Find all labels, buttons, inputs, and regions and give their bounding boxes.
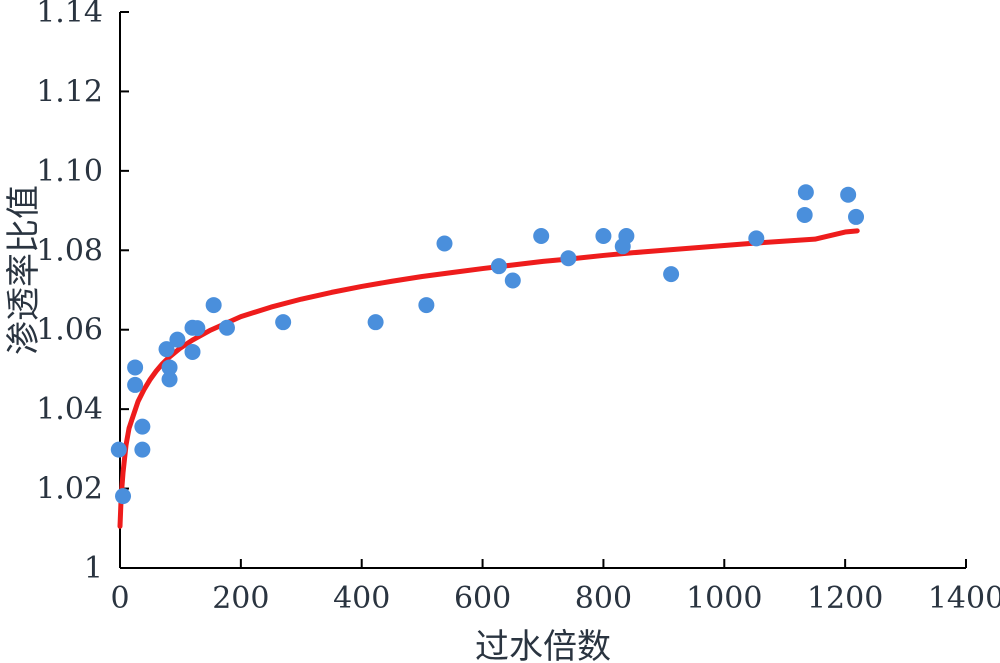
data-point bbox=[797, 184, 814, 201]
data-point bbox=[436, 235, 453, 252]
y-tick-label: 1.08 bbox=[36, 233, 103, 268]
y-ticks: 1 1.02 1.04 1.06 1.08 1.10 1.12 1.14 bbox=[36, 0, 129, 586]
x-tick-label: 1000 bbox=[686, 581, 762, 616]
data-point bbox=[748, 230, 765, 247]
data-point bbox=[840, 186, 857, 203]
data-point bbox=[127, 359, 144, 376]
y-tick-label: 1.10 bbox=[36, 154, 103, 189]
y-tick-label: 1.14 bbox=[36, 0, 103, 30]
x-tick-label: 200 bbox=[212, 581, 269, 616]
data-point bbox=[848, 208, 865, 225]
data-point bbox=[533, 227, 550, 244]
y-tick-label: 1.04 bbox=[36, 392, 103, 427]
data-point bbox=[127, 376, 144, 393]
x-tick-label: 1200 bbox=[807, 581, 883, 616]
x-tick-label: 0 bbox=[110, 581, 129, 616]
data-point bbox=[418, 297, 435, 314]
fit-curve bbox=[117, 228, 860, 529]
data-point bbox=[161, 371, 178, 388]
data-point bbox=[161, 359, 178, 376]
axes bbox=[119, 12, 966, 569]
data-points-layer bbox=[110, 184, 865, 505]
data-point bbox=[796, 206, 813, 223]
data-point bbox=[367, 314, 384, 331]
y-tick-label: 1.12 bbox=[36, 74, 103, 109]
data-point bbox=[184, 343, 201, 360]
x-tick-label: 400 bbox=[333, 581, 390, 616]
fit-curve-layer bbox=[117, 228, 860, 529]
y-tick-label: 1.02 bbox=[36, 472, 103, 507]
x-axis-title: 过水倍数 bbox=[475, 627, 611, 663]
data-point bbox=[158, 341, 175, 358]
data-point bbox=[110, 441, 127, 458]
data-point bbox=[169, 331, 186, 348]
data-point bbox=[595, 227, 612, 244]
data-point bbox=[275, 314, 292, 331]
data-point bbox=[504, 272, 521, 289]
data-point bbox=[115, 488, 132, 505]
data-point bbox=[189, 320, 206, 337]
data-point bbox=[134, 441, 151, 458]
x-tick-label: 1400 bbox=[928, 581, 1000, 616]
data-point bbox=[205, 297, 222, 314]
y-tick-label: 1.06 bbox=[36, 313, 103, 348]
data-point bbox=[663, 266, 680, 283]
data-point bbox=[218, 319, 235, 336]
x-tick-label: 600 bbox=[454, 581, 511, 616]
x-ticks: 0 200 400 600 800 1000 1200 1400 bbox=[110, 559, 1000, 616]
data-point bbox=[490, 258, 507, 275]
y-tick-label: 1 bbox=[84, 551, 103, 586]
y-axis-title: 渗透率比值 bbox=[4, 185, 44, 355]
data-point bbox=[134, 418, 151, 435]
data-point bbox=[618, 227, 635, 244]
data-point bbox=[560, 250, 577, 267]
x-tick-label: 800 bbox=[575, 581, 632, 616]
